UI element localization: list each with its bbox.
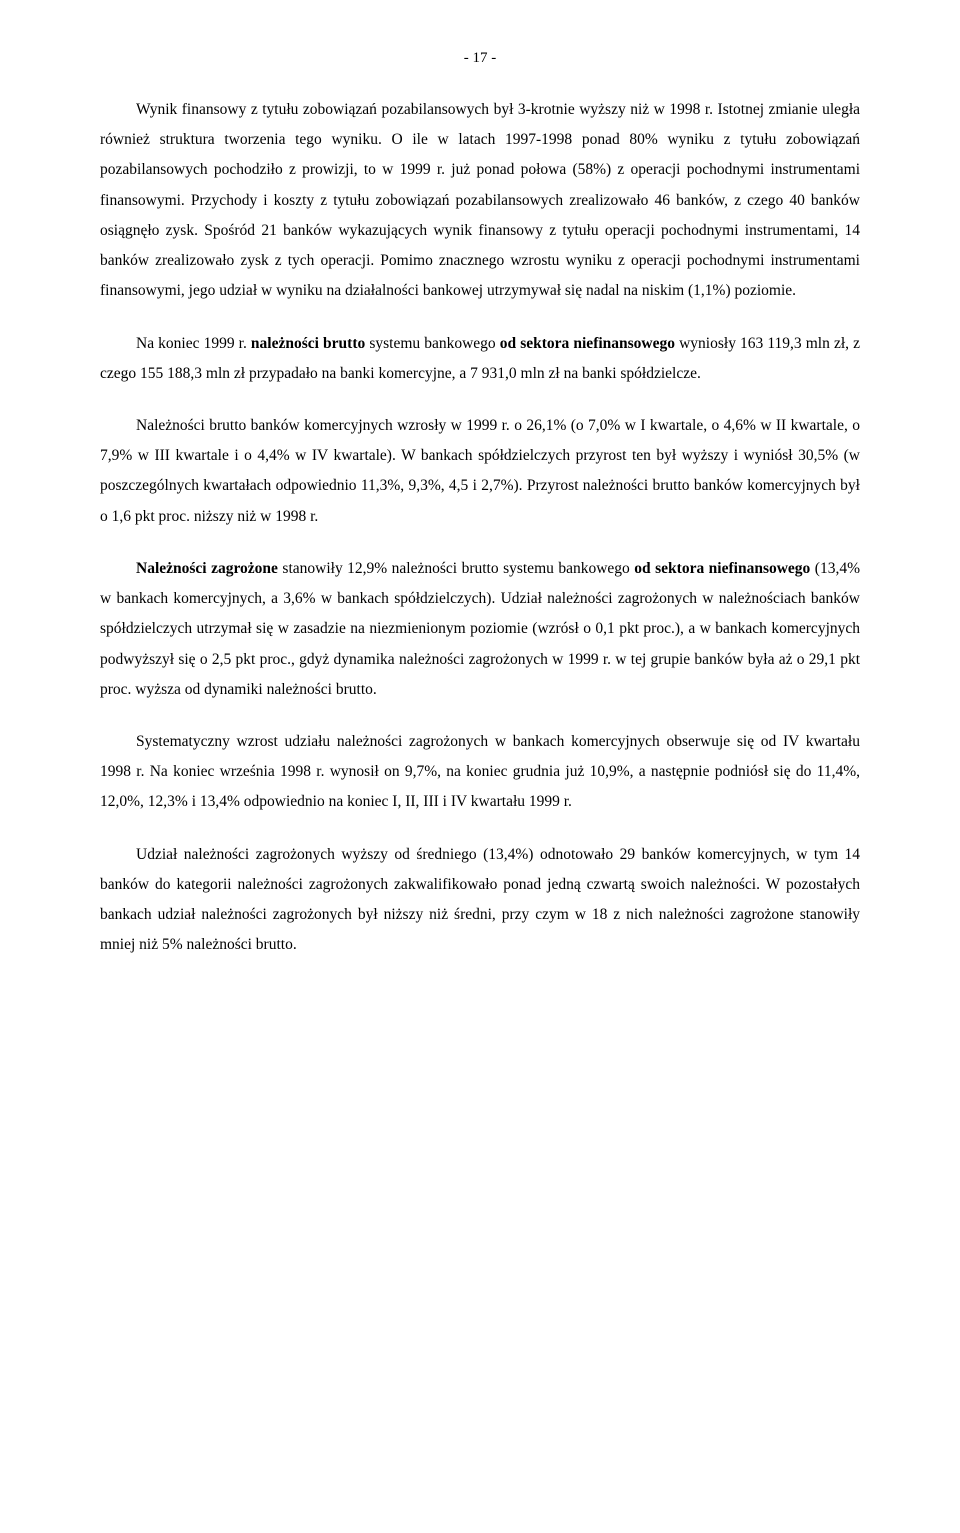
paragraph-5: Systematyczny wzrost udziału należności … (100, 727, 860, 818)
text: Należności brutto banków komercyjnych wz… (100, 417, 860, 525)
text: Na koniec 1999 r. (136, 335, 251, 352)
text: Wynik finansowy z tytułu zobowiązań poza… (100, 101, 860, 299)
paragraph-2: Na koniec 1999 r. należności brutto syst… (100, 329, 860, 389)
text: systemu bankowego (365, 335, 500, 352)
text: Udział należności zagrożonych wyższy od … (100, 846, 860, 954)
text: stanowiły 12,9% należności brutto system… (278, 560, 634, 577)
text-bold: od sektora niefinansowego (634, 560, 810, 577)
document-page: - 17 - Wynik finansowy z tytułu zobowiąz… (0, 0, 960, 1032)
page-number: - 17 - (100, 50, 860, 67)
paragraph-4: Należności zagrożone stanowiły 12,9% nal… (100, 554, 860, 705)
paragraph-3: Należności brutto banków komercyjnych wz… (100, 411, 860, 532)
text-bold: należności brutto (251, 335, 365, 352)
paragraph-6: Udział należności zagrożonych wyższy od … (100, 840, 860, 961)
text-bold: od sektora niefinansowego (500, 335, 675, 352)
paragraph-1: Wynik finansowy z tytułu zobowiązań poza… (100, 95, 860, 307)
text: (13,4% w bankach komercyjnych, a 3,6% w … (100, 560, 860, 698)
text-bold: Należności zagrożone (136, 560, 278, 577)
text: Systematyczny wzrost udziału należności … (100, 733, 860, 810)
